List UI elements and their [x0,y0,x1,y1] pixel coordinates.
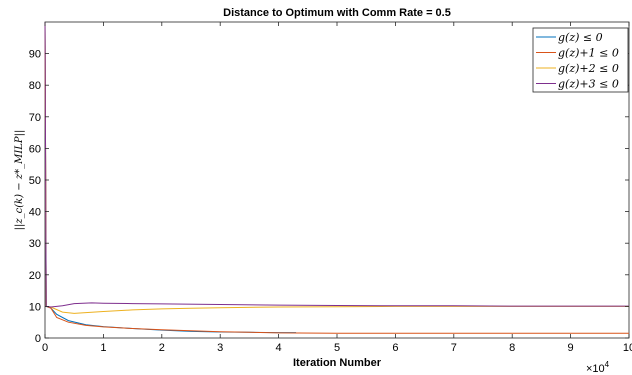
x-tick-label: 0 [42,342,48,354]
x-axis-label: Iteration Number [293,357,382,369]
legend-label-3: g(z)+2 ≤ 0 [558,62,619,75]
series-line-2 [44,21,629,334]
y-tick-label: 30 [29,238,41,250]
x-tick-label: 10 [623,342,632,354]
x-tick-label: 1 [100,342,106,354]
x-tick-label: 5 [334,342,340,354]
series-lines [44,21,629,334]
legend-label-2: g(z)+1 ≤ 0 [558,47,619,60]
y-axis-label: ||z_c(k) − z*_MILP|| [14,130,25,231]
x-tick-label: 3 [217,342,223,354]
legend-label-4: g(z)+3 ≤ 0 [558,78,619,91]
y-tick-label: 80 [29,80,41,92]
legend-label-1: g(z) ≤ 0 [558,31,603,44]
x-tick-label: 6 [392,342,398,354]
x-axis-exponent: ×104 [586,360,610,375]
y-tick-label: 40 [29,207,41,219]
series-line-4 [44,21,629,308]
y-tick-label: 50 [29,175,41,187]
x-tick-label: 9 [568,342,574,354]
chart-title: Distance to Optimum with Comm Rate = 0.5 [223,7,451,19]
legend: g(z) ≤ 0 g(z)+1 ≤ 0 g(z)+2 ≤ 0 g(z)+3 ≤ 0 [532,27,629,93]
x-tick-label: 7 [451,342,457,354]
legend-box [532,27,629,93]
y-axis-ticks: 0 10 20 30 40 50 60 70 80 90 [29,49,629,345]
y-tick-label: 20 [29,270,41,282]
y-tick-label: 60 [29,143,41,155]
x-tick-label: 8 [509,342,515,354]
y-tick-label: 10 [29,301,41,313]
y-tick-label: 90 [29,49,41,61]
y-tick-label: 0 [35,333,41,345]
x-tick-label: 4 [276,342,282,354]
x-tick-label: 2 [159,342,165,354]
y-tick-label: 70 [29,112,41,124]
plot-area [44,21,630,339]
x-axis-ticks: 0 1 2 3 4 5 6 7 8 9 10 [42,22,632,354]
